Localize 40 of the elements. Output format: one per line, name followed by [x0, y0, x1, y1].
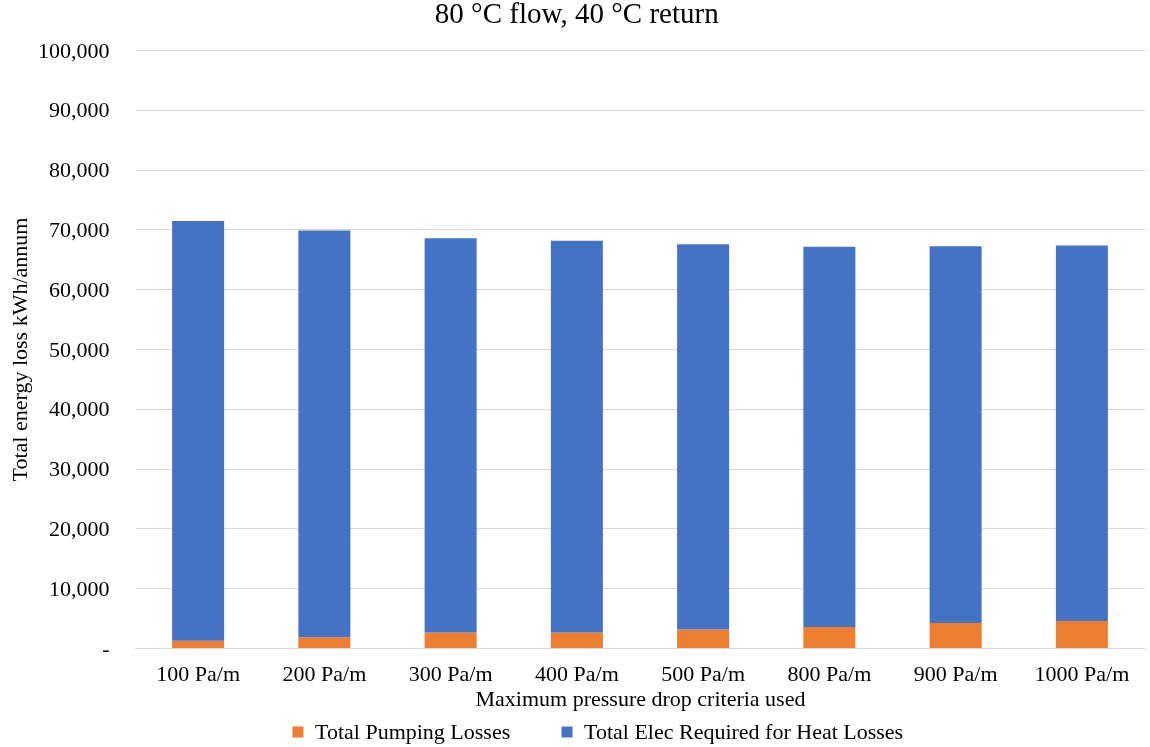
bar [550, 632, 603, 648]
y-tick-label: 30,000 [49, 456, 110, 482]
y-axis-title: Total energy loss kWh/annum [7, 217, 32, 482]
x-tick-label: 500 Pa/m [661, 660, 745, 686]
y-tick-label: 90,000 [49, 97, 110, 123]
bar [677, 244, 730, 630]
y-tick-label: 70,000 [49, 216, 110, 242]
bar [929, 246, 982, 623]
bar [424, 238, 477, 633]
legend-label: Total Pumping Losses [315, 719, 511, 744]
bar [677, 629, 730, 648]
y-tick-label: 80,000 [49, 157, 110, 183]
y-tick-label: 20,000 [49, 515, 110, 541]
y-tick-label: 100,000 [38, 37, 110, 63]
bar [424, 632, 477, 648]
bar [550, 240, 603, 633]
x-tick-label: 900 Pa/m [913, 660, 998, 686]
bar [1055, 621, 1108, 648]
x-tick-label: 400 Pa/m [535, 660, 619, 686]
x-tick-label: 800 Pa/m [787, 660, 872, 686]
y-tick-label: 40,000 [49, 396, 110, 422]
x-axis-title: Maximum pressure drop criteria used [475, 685, 806, 711]
bar [803, 246, 856, 628]
y-tick-label: 50,000 [49, 336, 110, 362]
legend-label: Total Elec Required for Heat Losses [584, 719, 904, 744]
bar [1055, 245, 1108, 622]
bar [172, 640, 225, 648]
x-tick-label: 200 Pa/m [282, 660, 367, 686]
x-tick-label: 1000 Pa/m [1034, 660, 1130, 686]
bar [929, 622, 982, 648]
bar [298, 637, 351, 648]
y-tick-label: - [102, 635, 110, 661]
chart-title: 80 °C flow, 40 °C return [434, 0, 720, 29]
bar [803, 627, 856, 648]
bar [172, 221, 225, 641]
bar [298, 230, 351, 638]
y-tick-label: 10,000 [49, 575, 110, 601]
y-tick-label: 60,000 [49, 276, 110, 302]
x-tick-label: 100 Pa/m [156, 660, 240, 686]
x-tick-label: 300 Pa/m [408, 660, 493, 686]
